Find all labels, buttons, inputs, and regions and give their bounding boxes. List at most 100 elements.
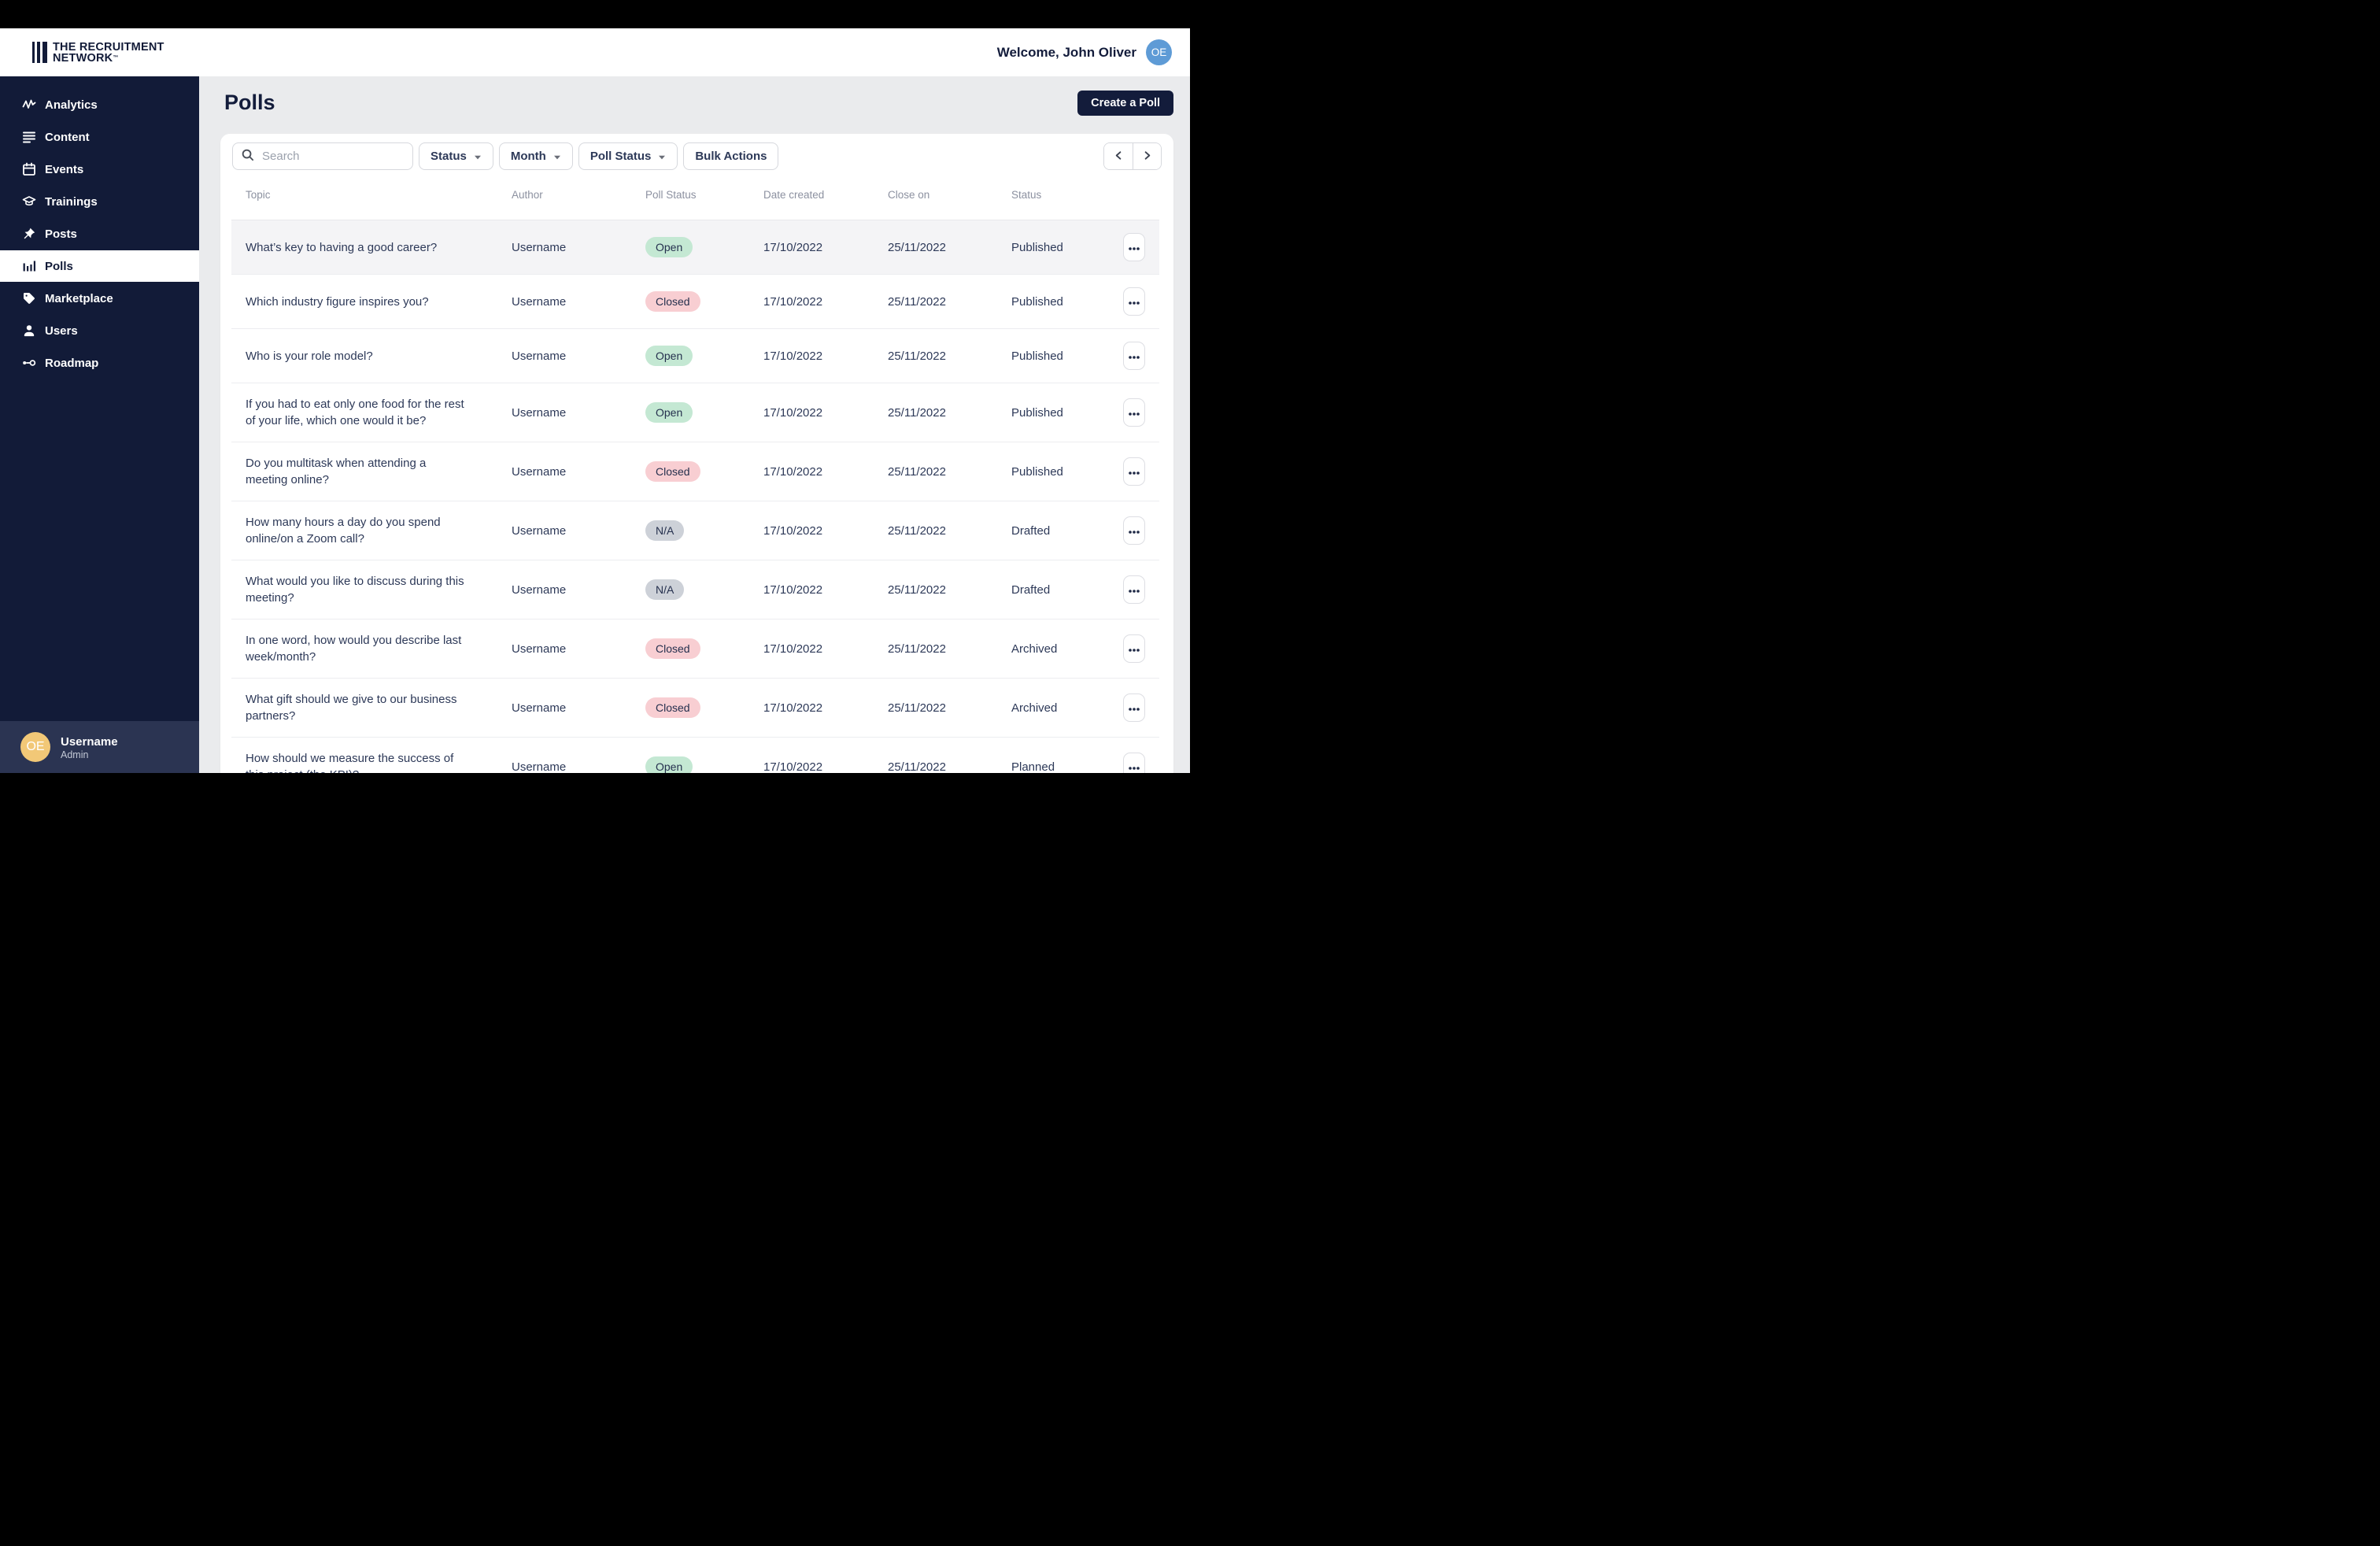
row-actions-button[interactable]	[1123, 634, 1145, 663]
user-avatar[interactable]: OE	[1146, 39, 1172, 65]
column-header-poll-status: Poll Status	[645, 189, 697, 201]
poll-status-filter-dropdown[interactable]: Poll Status	[578, 142, 678, 170]
poll-publish-status: Archived	[1011, 642, 1058, 656]
column-header-author: Author	[512, 189, 543, 201]
table-row[interactable]: In one word, how would you describe last…	[231, 620, 1159, 679]
status-filter-dropdown[interactable]: Status	[419, 142, 493, 170]
poll-status-badge: Closed	[645, 697, 700, 718]
poll-date-created: 17/10/2022	[763, 294, 823, 309]
poll-author: Username	[512, 464, 567, 479]
create-poll-button[interactable]: Create a Poll	[1077, 90, 1173, 116]
poll-close-on: 25/11/2022	[888, 701, 946, 715]
poll-close-on: 25/11/2022	[888, 583, 946, 597]
poll-date-created: 17/10/2022	[763, 760, 823, 774]
poll-author: Username	[512, 523, 567, 538]
filter-bar: Status Month Poll Status Bulk Actions	[220, 134, 1173, 170]
trademark-symbol: ™	[113, 54, 119, 61]
sidebar-item-events[interactable]: Events	[0, 153, 199, 185]
poll-topic: What’s key to having a good career?	[246, 240, 438, 254]
column-header-status: Status	[1011, 189, 1042, 201]
ellipsis-icon	[1128, 407, 1140, 419]
poll-date-created: 17/10/2022	[763, 642, 823, 656]
next-page-button[interactable]	[1133, 143, 1161, 169]
poll-publish-status: Published	[1011, 240, 1063, 254]
sidebar-item-posts[interactable]: Posts	[0, 218, 199, 250]
previous-page-button[interactable]	[1104, 143, 1133, 169]
table-row[interactable]: How should we measure the success of thi…	[231, 738, 1159, 773]
sidebar-nav: Analytics Content Events Trainings Posts…	[0, 76, 199, 379]
poll-close-on: 25/11/2022	[888, 294, 946, 309]
chevron-down-icon	[553, 150, 561, 163]
chevron-right-icon	[1141, 150, 1153, 164]
table-row[interactable]: Which industry figure inspires you? User…	[231, 275, 1159, 329]
table-row[interactable]: What gift should we give to our business…	[231, 679, 1159, 738]
search-input[interactable]	[261, 149, 405, 164]
poll-close-on: 25/11/2022	[888, 642, 946, 656]
table-row[interactable]: What would you like to discuss during th…	[231, 560, 1159, 620]
poll-author: Username	[512, 642, 567, 656]
table-row[interactable]: What’s key to having a good career? User…	[231, 220, 1159, 275]
poll-status-badge: N/A	[645, 520, 685, 541]
row-actions-button[interactable]	[1123, 693, 1145, 722]
chevron-down-icon	[474, 150, 482, 163]
month-filter-dropdown[interactable]: Month	[498, 142, 573, 170]
ellipsis-icon	[1128, 350, 1140, 362]
polls-icon	[22, 259, 36, 273]
row-actions-button[interactable]	[1123, 753, 1145, 773]
poll-publish-status: Drafted	[1011, 583, 1051, 597]
poll-status-badge: Open	[645, 237, 693, 257]
welcome-text: Welcome, John Oliver	[996, 44, 1136, 60]
sidebar-item-content[interactable]: Content	[0, 121, 199, 153]
row-actions-button[interactable]	[1123, 342, 1145, 370]
ellipsis-icon	[1128, 466, 1140, 478]
sidebar-item-users[interactable]: Users	[0, 315, 199, 346]
poll-author: Username	[512, 760, 567, 774]
marketplace-icon	[22, 291, 36, 305]
sidebar-item-marketplace[interactable]: Marketplace	[0, 283, 199, 314]
poll-topic: Do you multitask when attending a meetin…	[246, 457, 427, 486]
table-row[interactable]: Who is your role model? Username Open 17…	[231, 329, 1159, 383]
table-body: What’s key to having a good career? User…	[231, 220, 1159, 773]
poll-close-on: 25/11/2022	[888, 240, 946, 254]
table-row[interactable]: How many hours a day do you spend online…	[231, 501, 1159, 560]
poll-author: Username	[512, 405, 567, 420]
poll-date-created: 17/10/2022	[763, 240, 823, 254]
row-actions-button[interactable]	[1123, 457, 1145, 486]
bulk-actions-button[interactable]: Bulk Actions	[683, 142, 779, 170]
ellipsis-icon	[1128, 296, 1140, 308]
ellipsis-icon	[1128, 761, 1140, 773]
sidebar-avatar: OE	[20, 732, 50, 762]
poll-topic: How should we measure the success of thi…	[246, 752, 454, 773]
ellipsis-icon	[1128, 242, 1140, 253]
row-actions-button[interactable]	[1123, 287, 1145, 316]
table-row[interactable]: If you had to eat only one food for the …	[231, 383, 1159, 442]
column-header-close-on: Close on	[888, 189, 930, 201]
sidebar-item-roadmap[interactable]: Roadmap	[0, 347, 199, 379]
row-actions-button[interactable]	[1123, 398, 1145, 427]
content-icon	[22, 130, 36, 144]
poll-date-created: 17/10/2022	[763, 405, 823, 420]
sidebar-user-card[interactable]: OE Username Admin	[0, 721, 199, 773]
poll-status-badge: N/A	[645, 579, 685, 600]
row-actions-button[interactable]	[1123, 575, 1145, 604]
ellipsis-icon	[1128, 702, 1140, 714]
brand-logo: THE RECRUITMENT NETWORK™	[32, 40, 164, 65]
poll-close-on: 25/11/2022	[888, 760, 946, 774]
table-row[interactable]: Do you multitask when attending a meetin…	[231, 442, 1159, 501]
poll-publish-status: Published	[1011, 294, 1063, 309]
posts-icon	[22, 227, 36, 241]
sidebar-item-trainings[interactable]: Trainings	[0, 186, 199, 217]
poll-date-created: 17/10/2022	[763, 583, 823, 597]
poll-author: Username	[512, 240, 567, 254]
row-actions-button[interactable]	[1123, 516, 1145, 545]
ellipsis-icon	[1128, 525, 1140, 537]
sidebar-item-polls[interactable]: Polls	[0, 250, 199, 282]
poll-author: Username	[512, 583, 567, 597]
poll-status-badge: Closed	[645, 461, 700, 482]
logo-text: THE RECRUITMENT NETWORK™	[53, 40, 164, 65]
sidebar-item-analytics[interactable]: Analytics	[0, 89, 199, 120]
polls-table: Topic Author Poll Status Date created Cl…	[231, 170, 1159, 773]
table-header-row: Topic Author Poll Status Date created Cl…	[231, 170, 1159, 220]
row-actions-button[interactable]	[1123, 233, 1145, 261]
search-box[interactable]	[232, 142, 413, 170]
